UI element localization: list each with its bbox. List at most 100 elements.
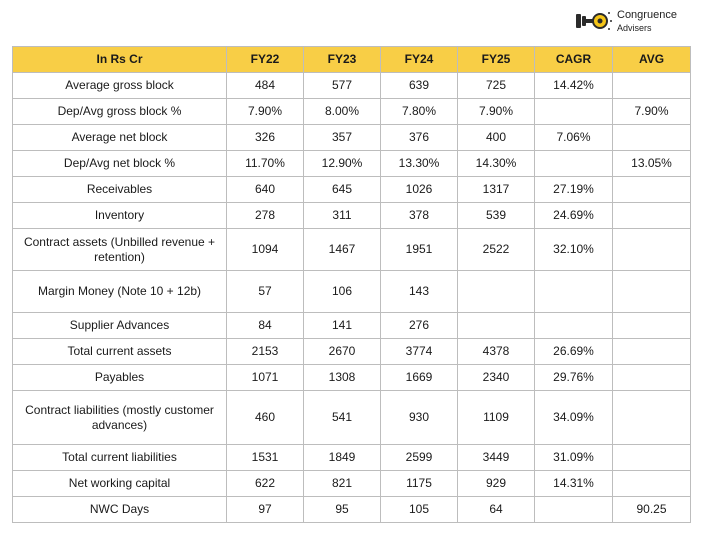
cell-fy22: 460 [226, 390, 304, 445]
cell-fy23: 106 [303, 270, 381, 313]
cell-cagr: 27.19% [534, 176, 613, 203]
cell-fy24: 378 [380, 202, 458, 229]
cell-fy25: 4378 [457, 338, 535, 365]
header-cell: FY23 [303, 46, 381, 73]
cell-avg [612, 364, 691, 391]
cell-fy24: 143 [380, 270, 458, 313]
cell-avg [612, 444, 691, 471]
cell-fy22: 97 [226, 496, 304, 523]
cell-cagr: 34.09% [534, 390, 613, 445]
cell-avg: 7.90% [612, 98, 691, 125]
cell-fy23: 577 [303, 72, 381, 99]
cell-cagr: 14.31% [534, 470, 613, 497]
cell-avg [612, 72, 691, 99]
cell-cagr: 32.10% [534, 228, 613, 271]
cell-avg [612, 390, 691, 445]
table-row: Total current liabilities 1531 1849 2599… [12, 444, 691, 471]
row-label: Margin Money (Note 10 + 12b) [12, 270, 227, 313]
row-label: Average net block [12, 124, 227, 151]
cell-avg [612, 312, 691, 339]
cell-fy22: 84 [226, 312, 304, 339]
cell-fy23: 1849 [303, 444, 381, 471]
cell-cagr: 24.69% [534, 202, 613, 229]
table-row: Margin Money (Note 10 + 12b) 57 106 143 [12, 270, 691, 313]
cell-avg [612, 470, 691, 497]
cell-fy23: 357 [303, 124, 381, 151]
cell-fy24: 105 [380, 496, 458, 523]
cell-fy22: 7.90% [226, 98, 304, 125]
cell-cagr [534, 98, 613, 125]
cell-fy25: 1317 [457, 176, 535, 203]
table-row: Average net block 326 357 376 400 7.06% [12, 124, 691, 151]
cell-fy25: 1109 [457, 390, 535, 445]
cell-fy23: 1308 [303, 364, 381, 391]
row-label: Receivables [12, 176, 227, 203]
cell-cagr: 14.42% [534, 72, 613, 99]
cell-fy24: 639 [380, 72, 458, 99]
cell-cagr: 7.06% [534, 124, 613, 151]
table-row: Receivables 640 645 1026 1317 27.19% [12, 176, 691, 203]
table-header-row: In Rs Cr FY22 FY23 FY24 FY25 CAGR AVG [12, 46, 691, 73]
cell-fy24: 1026 [380, 176, 458, 203]
cell-fy23: 1467 [303, 228, 381, 271]
table-row: Net working capital 622 821 1175 929 14.… [12, 470, 691, 497]
cell-fy24: 930 [380, 390, 458, 445]
cell-fy22: 1071 [226, 364, 304, 391]
cell-cagr: 29.76% [534, 364, 613, 391]
cell-avg [612, 338, 691, 365]
brand-logo: Congruence Advisers [575, 6, 700, 36]
cell-fy22: 484 [226, 72, 304, 99]
cell-fy22: 2153 [226, 338, 304, 365]
cell-fy24: 1175 [380, 470, 458, 497]
header-cell: AVG [612, 46, 691, 73]
cell-fy24: 1669 [380, 364, 458, 391]
cell-cagr [534, 150, 613, 177]
row-label: Total current liabilities [12, 444, 227, 471]
row-label: Payables [12, 364, 227, 391]
key-lock-icon [576, 12, 612, 30]
table-row: Dep/Avg net block % 11.70% 12.90% 13.30%… [12, 150, 691, 177]
cell-fy24: 1951 [380, 228, 458, 271]
row-label: Contract assets (Unbilled revenue + rete… [12, 228, 227, 271]
cell-fy25: 929 [457, 470, 535, 497]
cell-fy25: 2522 [457, 228, 535, 271]
cell-fy25: 7.90% [457, 98, 535, 125]
cell-fy22: 622 [226, 470, 304, 497]
cell-avg: 90.25 [612, 496, 691, 523]
cell-fy22: 1094 [226, 228, 304, 271]
cell-fy25: 64 [457, 496, 535, 523]
cell-fy25: 3449 [457, 444, 535, 471]
cell-fy23: 141 [303, 312, 381, 339]
cell-fy22: 278 [226, 202, 304, 229]
table-row: NWC Days 97 95 105 64 90.25 [12, 496, 691, 523]
brand-name-line1: Congruence [617, 9, 677, 21]
cell-fy25: 400 [457, 124, 535, 151]
cell-cagr [534, 496, 613, 523]
cell-fy22: 11.70% [226, 150, 304, 177]
header-cell: CAGR [534, 46, 613, 73]
cell-fy25: 14.30% [457, 150, 535, 177]
header-cell: FY25 [457, 46, 535, 73]
cell-fy22: 57 [226, 270, 304, 313]
cell-fy23: 2670 [303, 338, 381, 365]
row-label: Supplier Advances [12, 312, 227, 339]
cell-cagr [534, 312, 613, 339]
row-label: Inventory [12, 202, 227, 229]
header-cell: In Rs Cr [12, 46, 227, 73]
cell-fy23: 311 [303, 202, 381, 229]
cell-fy23: 8.00% [303, 98, 381, 125]
table-row: Supplier Advances 84 141 276 [12, 312, 691, 339]
row-label: Average gross block [12, 72, 227, 99]
cell-fy25: 539 [457, 202, 535, 229]
cell-avg [612, 202, 691, 229]
table-row: Inventory 278 311 378 539 24.69% [12, 202, 691, 229]
cell-fy23: 541 [303, 390, 381, 445]
row-label: Dep/Avg net block % [12, 150, 227, 177]
cell-fy24: 7.80% [380, 98, 458, 125]
cell-fy24: 3774 [380, 338, 458, 365]
cell-cagr: 31.09% [534, 444, 613, 471]
cell-fy23: 645 [303, 176, 381, 203]
cell-avg [612, 228, 691, 271]
cell-fy25: 2340 [457, 364, 535, 391]
row-label: Net working capital [12, 470, 227, 497]
